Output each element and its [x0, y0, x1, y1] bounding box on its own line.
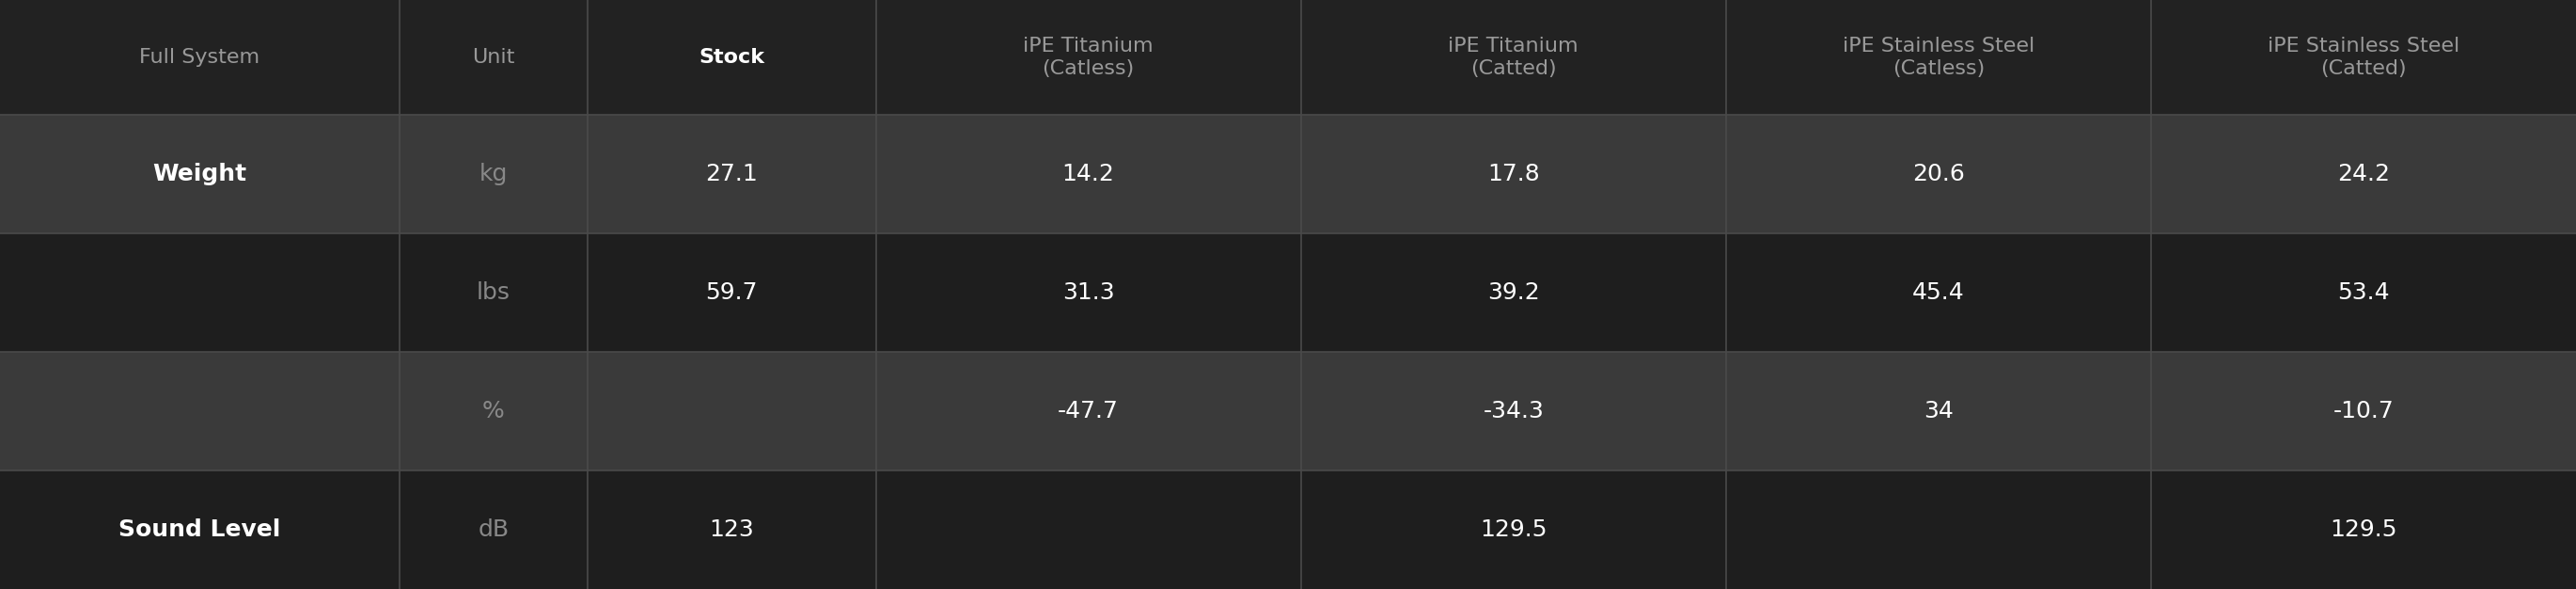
Bar	[2151, 0, 2576, 115]
Text: Sound Level: Sound Level	[118, 518, 281, 541]
Text: 14.2: 14.2	[1061, 163, 1115, 186]
Text: 20.6: 20.6	[1911, 163, 1965, 186]
Bar	[0, 233, 399, 352]
Bar	[399, 115, 587, 233]
Text: 129.5: 129.5	[2329, 518, 2398, 541]
Text: 31.3: 31.3	[1061, 282, 1115, 304]
Bar	[399, 471, 587, 589]
Text: 123: 123	[708, 518, 755, 541]
Bar	[2151, 352, 2576, 471]
Bar	[1726, 471, 2151, 589]
Bar	[0, 471, 399, 589]
Bar	[1726, 352, 2151, 471]
Text: -10.7: -10.7	[2334, 400, 2393, 422]
Bar	[2151, 471, 2576, 589]
Bar	[1301, 0, 1726, 115]
Bar	[1301, 471, 1726, 589]
Text: -34.3: -34.3	[1484, 400, 1543, 422]
Bar	[876, 471, 1301, 589]
Text: -47.7: -47.7	[1059, 400, 1118, 422]
Text: 59.7: 59.7	[706, 282, 757, 304]
Text: Unit: Unit	[471, 48, 515, 67]
Bar	[587, 471, 876, 589]
Bar	[1726, 0, 2151, 115]
Bar	[1301, 352, 1726, 471]
Text: iPE Titanium
(Catted): iPE Titanium (Catted)	[1448, 37, 1579, 78]
Bar	[0, 0, 399, 115]
Bar	[0, 352, 399, 471]
Bar	[587, 352, 876, 471]
Bar	[587, 0, 876, 115]
Bar	[399, 233, 587, 352]
Bar	[876, 233, 1301, 352]
Bar	[876, 352, 1301, 471]
Text: %: %	[482, 400, 505, 422]
Text: Weight: Weight	[152, 163, 247, 186]
Bar	[587, 233, 876, 352]
Text: 24.2: 24.2	[2336, 163, 2391, 186]
Bar	[399, 352, 587, 471]
Bar	[2151, 233, 2576, 352]
Bar	[0, 115, 399, 233]
Text: 27.1: 27.1	[706, 163, 757, 186]
Text: iPE Stainless Steel
(Catted): iPE Stainless Steel (Catted)	[2267, 37, 2460, 78]
Text: iPE Titanium
(Catless): iPE Titanium (Catless)	[1023, 37, 1154, 78]
Text: Full System: Full System	[139, 48, 260, 67]
Text: 39.2: 39.2	[1486, 282, 1540, 304]
Bar	[876, 115, 1301, 233]
Text: kg: kg	[479, 163, 507, 186]
Text: Stock: Stock	[698, 48, 765, 67]
Text: iPE Stainless Steel
(Catless): iPE Stainless Steel (Catless)	[1842, 37, 2035, 78]
Text: 129.5: 129.5	[1479, 518, 1548, 541]
Bar	[587, 115, 876, 233]
Bar	[2151, 115, 2576, 233]
Bar	[1726, 233, 2151, 352]
Text: 17.8: 17.8	[1486, 163, 1540, 186]
Bar	[1301, 115, 1726, 233]
Text: 53.4: 53.4	[2336, 282, 2391, 304]
Text: 34: 34	[1924, 400, 1953, 422]
Bar	[1301, 233, 1726, 352]
Bar	[1726, 115, 2151, 233]
Text: dB: dB	[477, 518, 510, 541]
Text: lbs: lbs	[477, 282, 510, 304]
Bar	[399, 0, 587, 115]
Text: 45.4: 45.4	[1911, 282, 1965, 304]
Bar	[876, 0, 1301, 115]
